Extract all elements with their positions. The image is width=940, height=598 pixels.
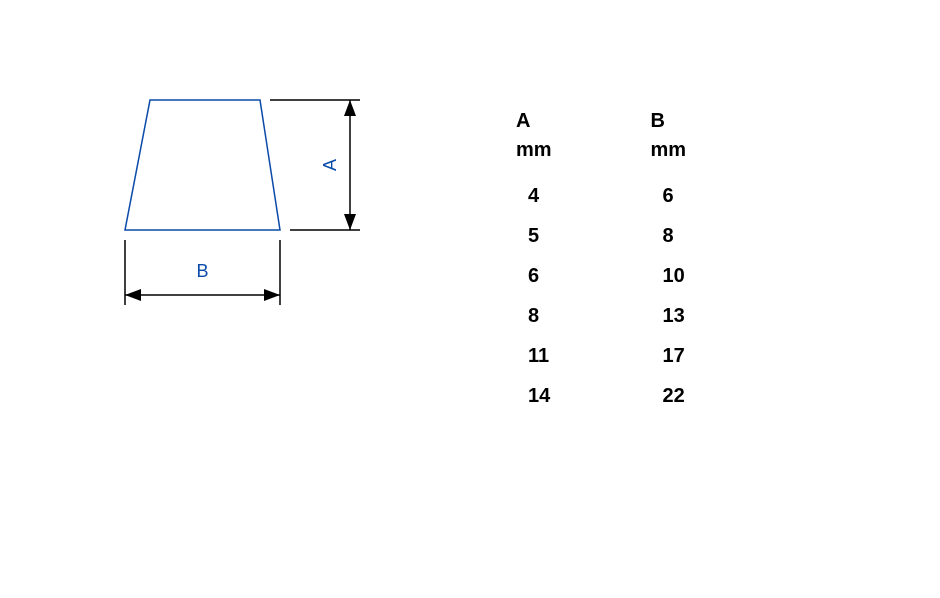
table-cell: 8 xyxy=(644,216,774,256)
table-cell: 6 xyxy=(644,176,774,216)
table-cell: 13 xyxy=(644,296,774,336)
trapezoid-shape xyxy=(125,100,280,230)
table-col-b: B mm 6 8 10 13 17 22 xyxy=(644,110,774,416)
dim-a-arrow-top xyxy=(344,100,356,116)
table-col-a: A mm 4 5 6 8 11 14 xyxy=(510,110,640,416)
table-cell: 11 xyxy=(510,336,640,376)
dimension-diagram: A B xyxy=(70,90,400,350)
col-a-header: A xyxy=(510,110,640,133)
dim-a-label: A xyxy=(320,159,340,171)
col-b-unit: mm xyxy=(644,139,774,162)
table-cell: 4 xyxy=(510,176,640,216)
col-a-unit: mm xyxy=(510,139,640,162)
dim-b-arrow-right xyxy=(264,289,280,301)
table-cell: 10 xyxy=(644,256,774,296)
table-cell: 22 xyxy=(644,376,774,416)
dim-b-arrow-left xyxy=(125,289,141,301)
dim-a-arrow-bot xyxy=(344,214,356,230)
table-cell: 5 xyxy=(510,216,640,256)
table-cell: 6 xyxy=(510,256,640,296)
dimension-table: A mm 4 5 6 8 11 14 B mm 6 8 10 13 17 22 xyxy=(510,110,774,416)
table-cell: 8 xyxy=(510,296,640,336)
dim-b-label: B xyxy=(196,261,208,281)
diagram-svg: A B xyxy=(70,90,400,350)
col-b-header: B xyxy=(644,110,774,133)
table-cell: 17 xyxy=(644,336,774,376)
table-cell: 14 xyxy=(510,376,640,416)
